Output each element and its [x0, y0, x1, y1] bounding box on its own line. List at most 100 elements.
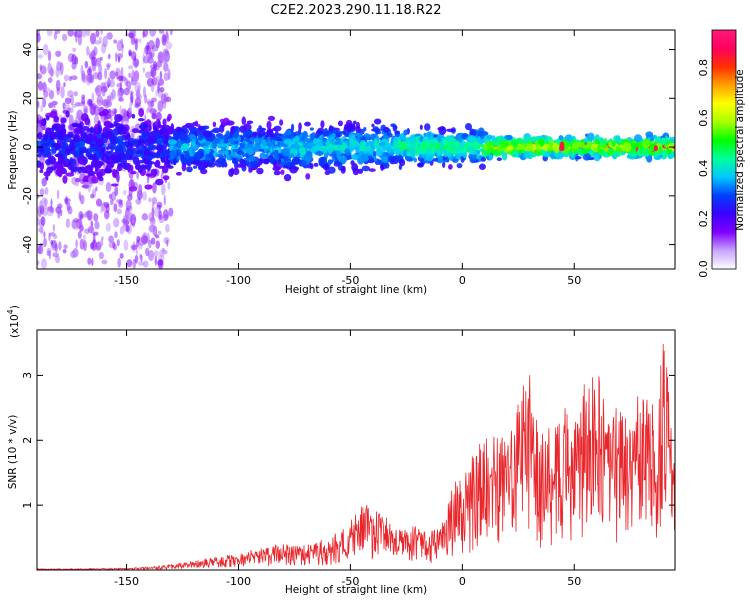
spectrogram-cell	[184, 151, 190, 160]
spectrogram-cell	[486, 134, 493, 140]
spectrogram-cell	[232, 148, 240, 153]
spectrogram-cell	[272, 127, 277, 131]
spectrogram-cell	[73, 91, 78, 97]
spectrogram-cell	[170, 123, 175, 132]
spectrogram-cell	[144, 184, 153, 190]
spectrogram-cell	[309, 127, 314, 131]
spectrogram-cell	[131, 113, 136, 119]
colorbar-tick-label: 0.6	[697, 109, 710, 127]
spectrogram-cell	[44, 198, 48, 206]
spectrogram-cell	[81, 169, 89, 174]
spectrogram-cell	[147, 146, 153, 151]
spectrogram-cell	[522, 136, 530, 144]
spectrogram-cell	[204, 150, 210, 155]
spectrogram-cell	[53, 115, 59, 123]
spectrogram-cell	[85, 30, 91, 37]
spectrogram-cell	[105, 203, 110, 214]
spectrogram-cell	[492, 146, 500, 150]
spectrogram-cell	[523, 151, 531, 159]
spectrogram-cell	[283, 138, 293, 145]
spectrogram-cell	[95, 138, 104, 147]
spectrogram-cell	[45, 87, 51, 93]
spectrogram-cell	[102, 91, 106, 97]
spectrogram-cell	[137, 190, 143, 196]
spectrogram-cell	[243, 123, 252, 131]
spectrogram-cell	[37, 119, 42, 124]
spectrogram-cell	[95, 186, 98, 192]
spectrogram-cell	[69, 94, 75, 106]
spectrogram-cell	[46, 250, 51, 257]
spectrogram-cell	[40, 258, 48, 269]
spectrogram-cell	[155, 240, 161, 249]
spectrogram-cell	[290, 123, 295, 132]
spectrogram-cell	[143, 86, 146, 99]
spectrogram-cell	[37, 73, 43, 80]
spectrogram-cell	[107, 53, 111, 60]
spectrogram-cell	[135, 248, 138, 256]
spectrogram-cell	[361, 165, 371, 172]
spectrogram-cell	[225, 130, 231, 137]
spectrogram-cell	[70, 75, 78, 81]
spectrogram-cell	[304, 121, 311, 127]
spectrogram-cell	[203, 130, 212, 138]
spectrogram-cell	[542, 152, 552, 158]
spectrogram-cell	[90, 220, 94, 227]
snr-multiplier-label: (x104)	[6, 305, 21, 338]
spectrogram-cell	[182, 147, 189, 151]
spectrogram-cell	[133, 30, 137, 38]
colorbar-tick-label: 0.8	[697, 59, 710, 77]
spectrogram-cell	[499, 148, 506, 152]
spectrogram-cell	[438, 146, 444, 155]
spectrogram-cell	[40, 104, 43, 113]
spectrogram-cell	[147, 249, 155, 261]
spectrogram-cell	[204, 159, 209, 164]
snr-frame	[36, 329, 676, 571]
spectrogram-cell	[480, 157, 487, 162]
spectrogram-cell	[155, 178, 164, 186]
spectrogram-cell	[669, 136, 675, 144]
spectrogram-cell	[75, 32, 78, 43]
spectrogram-cell	[96, 98, 102, 104]
spectrogram-cell	[442, 161, 446, 168]
spectrogram-cell	[114, 231, 118, 239]
spectrogram-cell	[110, 183, 119, 187]
spectrogram-cell	[115, 173, 120, 183]
spectrogram-cell	[374, 128, 381, 132]
spectrogram-cell	[109, 70, 116, 80]
spectrogram-cell	[437, 126, 445, 131]
spectrogram-cell	[414, 149, 420, 157]
spectrogram-cell	[122, 141, 129, 147]
spectrogram-cell	[237, 135, 241, 143]
spectrogram-cell	[63, 103, 71, 110]
spectrogram-cell	[104, 127, 109, 133]
spectrogram-cell	[266, 120, 272, 130]
spectrogram-cell	[216, 153, 224, 157]
snr-y-axis: 1 2 3	[21, 372, 675, 509]
spectrogram-cell	[526, 143, 534, 149]
spectrogram-cell	[100, 82, 106, 90]
spectrogram-cell	[292, 156, 300, 165]
spectrogram-cell	[462, 151, 468, 159]
spectrogram-cell	[170, 149, 177, 157]
spectrogram-cell	[163, 72, 169, 81]
spectrogram-cell	[78, 210, 84, 221]
spectrogram-cell	[197, 164, 206, 171]
spectrogram-cell	[142, 260, 149, 268]
spectrogram-cell	[432, 139, 439, 144]
spectrogram-cell	[133, 139, 139, 148]
spectrogram-cell	[142, 55, 150, 64]
spectrogram-cell	[79, 166, 86, 170]
spectrogram-cell	[126, 80, 132, 91]
spectrogram-cell	[142, 31, 145, 39]
spectrogram-cell	[116, 199, 124, 204]
spectrogram-cell	[50, 206, 55, 214]
spectrogram-cell	[622, 141, 631, 150]
spectrogram-cell	[114, 145, 122, 154]
spectrogram-cell	[320, 120, 325, 129]
spectrogram-cell	[649, 145, 655, 152]
spectrogram-cell	[58, 149, 66, 153]
spectrogram-cell	[313, 162, 319, 167]
spectrogram-cell	[608, 147, 614, 153]
spectrogram-cell	[281, 147, 291, 157]
spectrogram-cell	[43, 231, 46, 239]
